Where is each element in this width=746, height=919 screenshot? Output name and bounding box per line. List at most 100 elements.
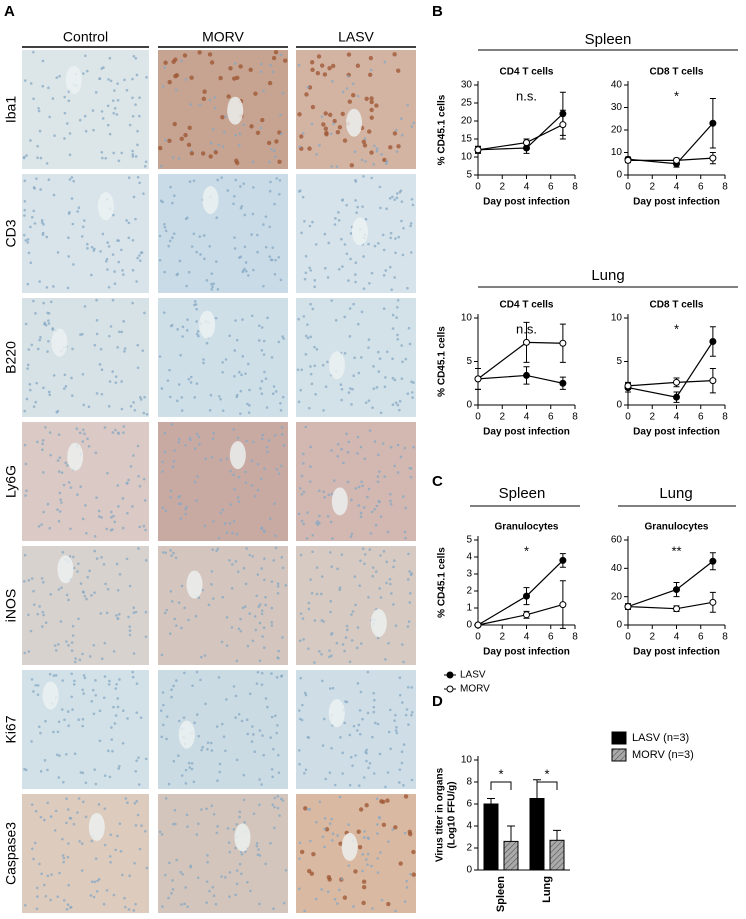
- series-line: [627, 122, 714, 165]
- vessel: [234, 823, 251, 852]
- cell-nucleus: [345, 252, 349, 256]
- cell-nucleus: [233, 488, 237, 491]
- cell-nucleus: [375, 797, 379, 801]
- cell-nucleus: [275, 177, 279, 180]
- cell-nucleus: [83, 114, 87, 118]
- cell-nucleus: [321, 744, 325, 747]
- cell-nucleus: [142, 477, 146, 481]
- cell-nucleus: [138, 254, 141, 257]
- y-tick-label: 20: [461, 116, 473, 127]
- cell-nucleus: [392, 603, 395, 606]
- cell-nucleus: [233, 374, 236, 378]
- cell-nucleus: [42, 301, 46, 305]
- cell-nucleus: [404, 506, 408, 510]
- cell-nucleus: [188, 436, 192, 440]
- cell-nucleus: [57, 470, 61, 473]
- cell-nucleus: [407, 578, 410, 581]
- legend-label: MORV (n=3): [632, 749, 694, 761]
- cell-nucleus: [407, 620, 411, 623]
- cell-nucleus: [321, 835, 325, 839]
- cell-nucleus: [70, 376, 73, 380]
- cell-nucleus: [337, 219, 341, 222]
- cell-nucleus: [322, 409, 325, 412]
- cell-nucleus: [381, 233, 385, 237]
- cell-nucleus: [228, 558, 231, 562]
- cell-nucleus: [389, 231, 393, 235]
- data-point: [474, 621, 482, 629]
- cell-nucleus: [81, 225, 85, 229]
- cell-nucleus: [165, 737, 168, 741]
- cell-nucleus: [364, 803, 369, 808]
- cell-nucleus: [178, 259, 182, 263]
- cell-nucleus: [127, 615, 130, 619]
- cell-nucleus: [377, 453, 380, 457]
- cell-nucleus: [356, 452, 359, 455]
- cell-nucleus: [347, 823, 351, 826]
- cell-nucleus: [24, 322, 28, 326]
- cell-nucleus: [371, 574, 375, 578]
- cell-nucleus: [81, 724, 85, 728]
- cell-nucleus: [406, 686, 410, 689]
- cell-nucleus: [207, 603, 211, 607]
- cell-nucleus: [238, 132, 242, 136]
- cell-nucleus: [404, 713, 408, 717]
- cell-nucleus: [310, 67, 315, 73]
- cell-nucleus: [113, 722, 117, 725]
- cell-nucleus: [243, 820, 246, 824]
- cell-nucleus: [331, 686, 335, 690]
- cell-nucleus: [82, 692, 85, 695]
- cell-nucleus: [338, 888, 341, 892]
- cell-nucleus: [111, 99, 115, 102]
- cell-nucleus: [228, 66, 233, 71]
- cell-nucleus: [324, 827, 330, 832]
- cell-nucleus: [311, 550, 314, 554]
- cell-nucleus: [71, 624, 75, 628]
- cell-nucleus: [145, 76, 148, 79]
- cell-nucleus: [91, 688, 95, 692]
- cell-nucleus: [94, 91, 98, 94]
- cell-nucleus: [329, 599, 333, 603]
- cell-nucleus: [277, 340, 281, 344]
- cell-nucleus: [367, 595, 370, 599]
- cell-nucleus: [184, 512, 187, 516]
- cell-nucleus: [144, 160, 148, 164]
- cell-nucleus: [29, 629, 33, 633]
- cell-nucleus: [116, 431, 120, 435]
- cell-nucleus: [300, 718, 304, 722]
- cell-nucleus: [179, 870, 183, 874]
- cell-nucleus: [32, 589, 35, 593]
- cell-nucleus: [35, 177, 38, 180]
- cell-nucleus: [385, 560, 389, 564]
- cell-nucleus: [131, 155, 135, 158]
- cell-nucleus: [169, 185, 172, 189]
- cell-nucleus: [95, 557, 99, 560]
- x-tick-label: 2: [649, 182, 655, 193]
- cell-nucleus: [356, 682, 360, 685]
- row-label: B220: [3, 341, 19, 374]
- cell-nucleus: [275, 468, 279, 471]
- cell-nucleus: [43, 759, 47, 762]
- cell-nucleus: [385, 160, 389, 163]
- x-tick-label: 0: [625, 182, 631, 193]
- cell-nucleus: [249, 889, 252, 893]
- cell-nucleus: [195, 382, 199, 385]
- cell-nucleus: [32, 857, 35, 861]
- cell-nucleus: [303, 277, 307, 281]
- cell-nucleus: [338, 841, 343, 846]
- cell-nucleus: [114, 428, 117, 432]
- cell-nucleus: [253, 91, 258, 96]
- cell-nucleus: [42, 580, 45, 584]
- cell-nucleus: [248, 612, 252, 615]
- cell-nucleus: [180, 59, 183, 63]
- cell-nucleus: [198, 103, 202, 107]
- cell-nucleus: [39, 156, 43, 160]
- cell-nucleus: [265, 445, 269, 449]
- row-label: Caspase3: [3, 822, 19, 885]
- cell-nucleus: [38, 129, 42, 133]
- cell-nucleus: [195, 499, 198, 502]
- data-point: [559, 556, 567, 564]
- cell-nucleus: [368, 761, 372, 765]
- cell-nucleus: [215, 216, 219, 220]
- x-tick-label: 8: [572, 632, 578, 643]
- cell-nucleus: [112, 213, 115, 217]
